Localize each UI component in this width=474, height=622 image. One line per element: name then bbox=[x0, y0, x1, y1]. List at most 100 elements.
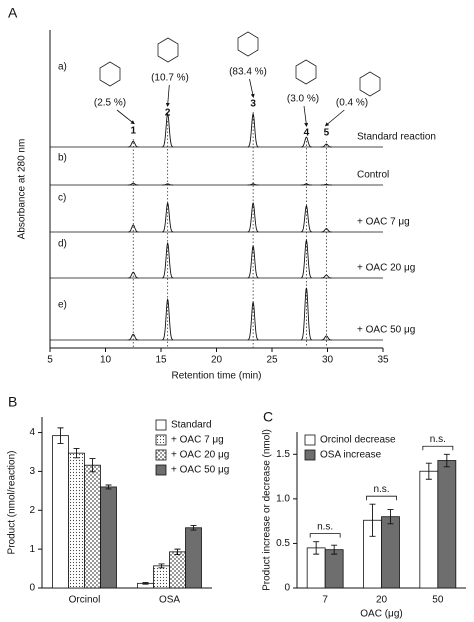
legend-swatch bbox=[155, 434, 167, 446]
trace-label: + OAC 20 μg bbox=[357, 263, 415, 274]
peak-number: 2 bbox=[165, 108, 171, 119]
arrow bbox=[116, 109, 135, 125]
panel-label: C bbox=[263, 409, 273, 425]
x-axis-title: Retention time (min) bbox=[171, 371, 261, 382]
y-tick-label: 3 bbox=[29, 466, 35, 477]
peak bbox=[300, 183, 312, 186]
bar bbox=[324, 549, 344, 589]
arrow bbox=[249, 78, 255, 98]
peak bbox=[300, 238, 312, 279]
panel-label: B bbox=[8, 394, 17, 410]
y-tick-label: 2 bbox=[29, 505, 35, 516]
bar bbox=[437, 460, 457, 589]
trace-name: e) bbox=[58, 300, 67, 311]
bar bbox=[169, 551, 186, 589]
peak bbox=[247, 300, 259, 341]
peak-percent: (10.7 %) bbox=[151, 73, 189, 84]
error-line bbox=[142, 582, 149, 585]
arrow bbox=[165, 84, 170, 107]
peak bbox=[162, 112, 174, 148]
bar bbox=[52, 435, 69, 589]
peak-number: 1 bbox=[130, 126, 136, 137]
x-tick-label: 50 bbox=[432, 595, 444, 606]
error-bar bbox=[190, 524, 197, 531]
bar bbox=[68, 452, 85, 589]
error-bar bbox=[89, 458, 96, 473]
error-line bbox=[331, 544, 338, 555]
peak bbox=[247, 244, 259, 279]
x-tick-label: 20 bbox=[376, 595, 388, 606]
legend-label: OSA increase bbox=[320, 450, 382, 461]
x-tick-label: 10 bbox=[100, 355, 112, 366]
trace-name: d) bbox=[58, 239, 67, 250]
legend-label: + OAC 50 μg bbox=[171, 465, 229, 476]
error-line bbox=[89, 458, 96, 473]
error-line bbox=[313, 541, 320, 555]
error-bar bbox=[369, 503, 376, 537]
y-tick-label: 1.5 bbox=[276, 449, 290, 460]
legend-label: Orcinol decrease bbox=[320, 435, 396, 446]
error-bar bbox=[105, 484, 112, 490]
x-tick-label: 25 bbox=[266, 355, 278, 366]
error-bar bbox=[57, 427, 64, 444]
x-axis-title: OAC (μg) bbox=[360, 609, 402, 620]
trace-label: + OAC 7 μg bbox=[357, 217, 410, 228]
peak bbox=[320, 143, 332, 148]
error-bar bbox=[73, 448, 80, 459]
error-line bbox=[57, 427, 64, 444]
x-tick-label: 7 bbox=[322, 595, 328, 606]
peak bbox=[300, 287, 313, 341]
trace-name: c) bbox=[58, 193, 66, 204]
legend-swatch bbox=[155, 419, 167, 431]
y-axis-title: Product increase or decrease (nmol) bbox=[262, 429, 273, 591]
x-tick-label: 20 bbox=[211, 355, 223, 366]
arrow bbox=[324, 109, 345, 127]
bracket bbox=[309, 533, 341, 538]
x-tick-label: 5 bbox=[47, 355, 53, 366]
peak-percent: (83.4 %) bbox=[229, 67, 267, 78]
legend-swatch bbox=[155, 449, 167, 461]
legend-swatch bbox=[304, 434, 316, 446]
bar bbox=[419, 470, 439, 589]
peak-percent: (0.4 %) bbox=[336, 98, 368, 109]
peak bbox=[127, 224, 139, 233]
bar bbox=[84, 464, 101, 589]
error-line bbox=[387, 509, 394, 525]
error-line bbox=[158, 563, 165, 569]
annotation: n.s. bbox=[373, 484, 389, 495]
peak bbox=[247, 183, 259, 186]
peak bbox=[127, 140, 139, 148]
y-tick-label: 0 bbox=[284, 583, 290, 594]
error-line bbox=[443, 453, 450, 468]
bracket bbox=[422, 445, 454, 451]
y-tick-label: 0.5 bbox=[276, 538, 290, 549]
panel-label: A bbox=[8, 5, 18, 21]
error-bar bbox=[158, 563, 165, 569]
y-tick-label: 1.0 bbox=[276, 493, 290, 504]
y-tick-label: 1 bbox=[29, 544, 35, 555]
peak bbox=[162, 297, 174, 341]
error-bar bbox=[174, 548, 181, 556]
peak bbox=[247, 201, 259, 233]
error-line bbox=[425, 462, 432, 480]
peak bbox=[300, 136, 312, 148]
peak bbox=[162, 183, 174, 186]
error-bar bbox=[387, 509, 394, 525]
peak bbox=[320, 335, 332, 341]
x-tick-label: 15 bbox=[155, 355, 167, 366]
y-axis-title: Product (nmol/reaction) bbox=[7, 451, 18, 555]
peak-number: 4 bbox=[304, 128, 310, 139]
peak bbox=[127, 271, 139, 279]
peak bbox=[320, 228, 332, 233]
peak-percent: (2.5 %) bbox=[94, 98, 126, 109]
bar bbox=[185, 527, 202, 589]
error-bar bbox=[313, 541, 320, 555]
error-line bbox=[73, 448, 80, 459]
trace-name: a) bbox=[58, 62, 67, 73]
bar bbox=[153, 565, 170, 589]
legend-label: + OAC 7 μg bbox=[171, 435, 224, 446]
x-tick-label: 30 bbox=[322, 355, 334, 366]
bracket bbox=[366, 495, 397, 501]
error-bar bbox=[142, 582, 149, 585]
peak bbox=[162, 241, 174, 279]
